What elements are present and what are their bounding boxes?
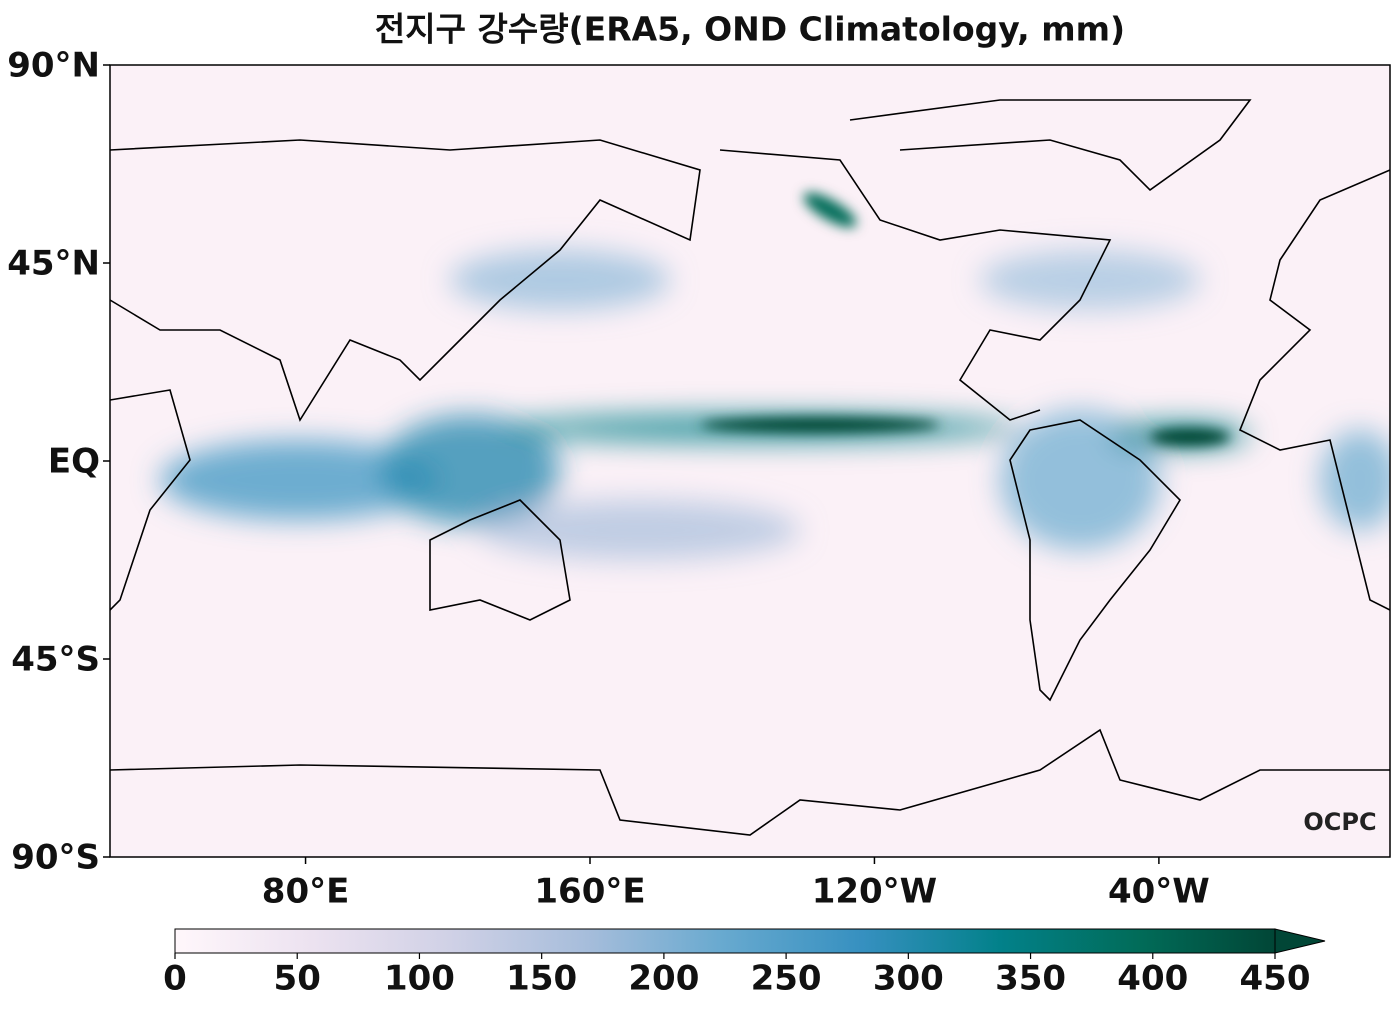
y-tick-label: 45°N (7, 244, 100, 284)
colorbar-tick-label: 50 (274, 959, 321, 999)
colorbar-tick-label: 300 (873, 959, 944, 999)
y-tick-label: 90°N (7, 46, 100, 86)
colorbar-tick-label: 100 (384, 959, 455, 999)
colorbar-tick-label: 0 (163, 959, 187, 999)
colorbar-tick-label: 200 (628, 959, 699, 999)
x-tick-label: 40°W (1108, 872, 1210, 912)
y-tick-label: 90°S (11, 838, 100, 878)
colorbar-extend (1274, 928, 1326, 954)
colorbar-tick-label: 400 (1117, 959, 1188, 999)
x-tick-label: 80°E (262, 872, 350, 912)
x-tick-label: 120°W (812, 872, 937, 912)
y-tick-label: EQ (48, 442, 100, 482)
colorbar-tick-label: 250 (751, 959, 822, 999)
precip-cores (700, 192, 1230, 446)
colorbar: 0 50 100 150 200 250 300 350 400 450 (163, 928, 1326, 999)
x-tick-label: 160°E (534, 872, 645, 912)
colorbar-ramp (174, 928, 1276, 954)
y-tick-label: 45°S (11, 640, 100, 680)
map-field: OCPC (110, 65, 1390, 857)
colorbar-tick-label: 350 (995, 959, 1066, 999)
colorbar-tick-label: 150 (506, 959, 577, 999)
colorbar-tick-label: 450 (1240, 959, 1311, 999)
title: 전지구 강수량(ERA5, OND Climatology, mm) (375, 10, 1125, 49)
coastlines (110, 99, 1390, 836)
precip-bands (160, 250, 1390, 560)
watermark: OCPC (1303, 808, 1376, 836)
